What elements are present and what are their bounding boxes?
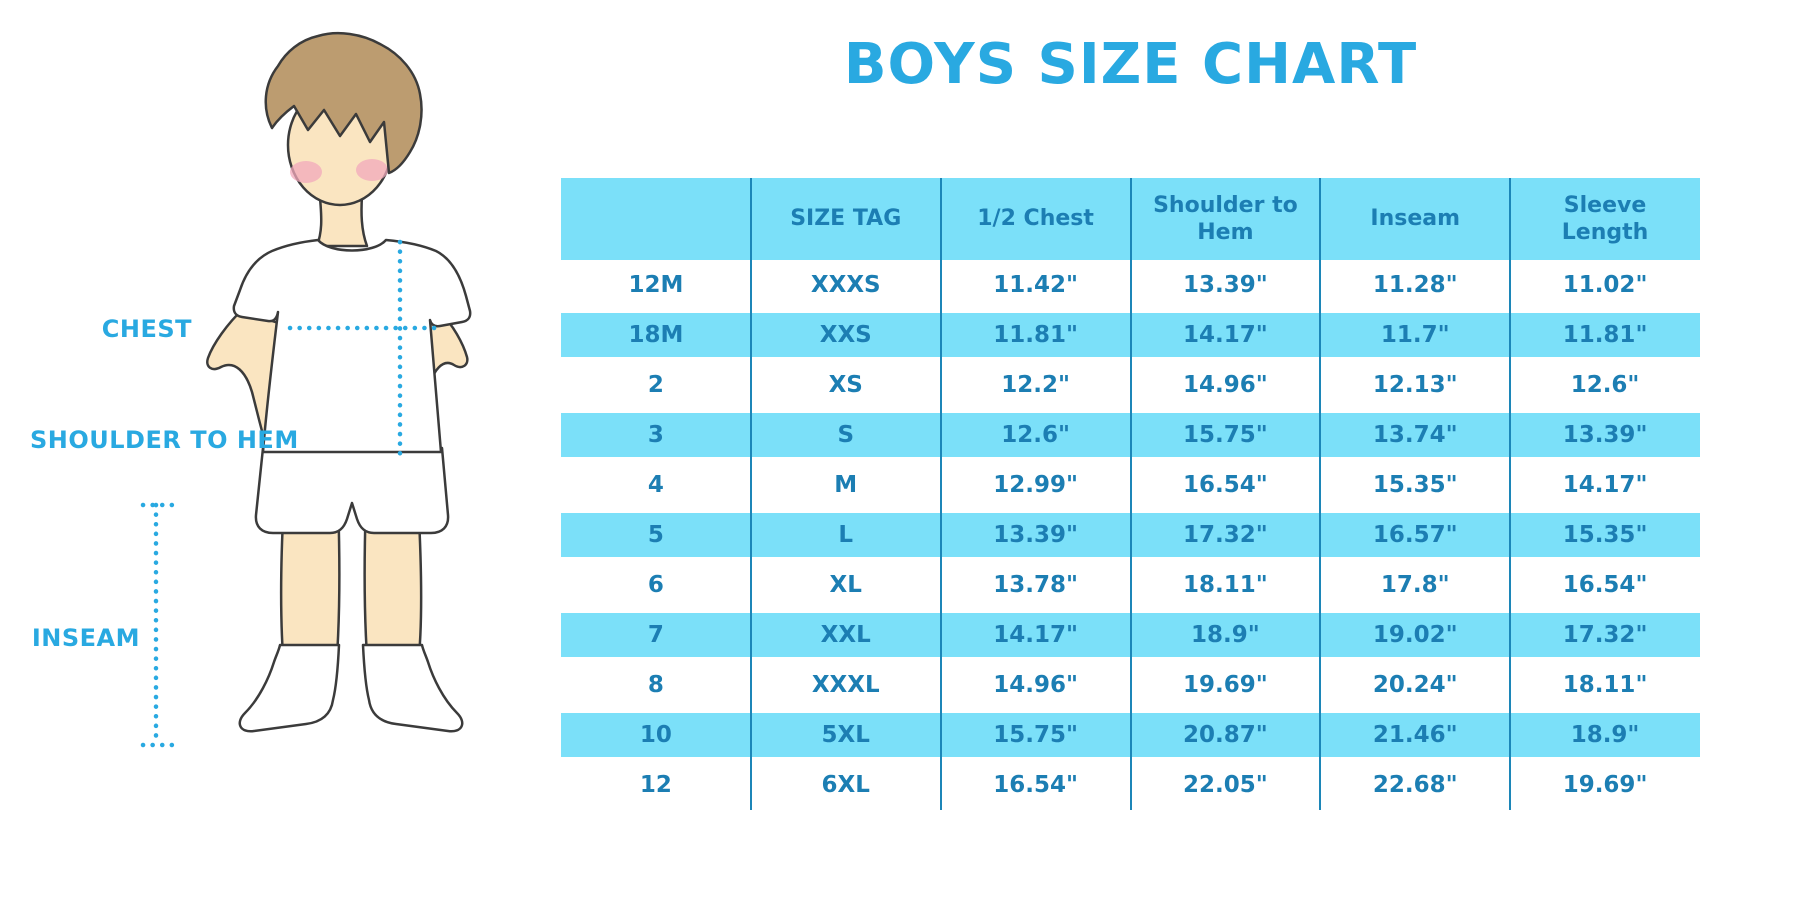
column-header — [561, 178, 751, 260]
boy-illustration: CHEST SHOULDER TO HEM INSEAM — [30, 31, 472, 748]
measurement-diagram: CHEST SHOULDER TO HEM INSEAM — [0, 0, 500, 900]
table-cell: 12.13" — [1372, 372, 1458, 398]
column-header: Shoulder to Hem — [1153, 192, 1298, 246]
table-cell: 4 — [647, 472, 664, 498]
table-cell: 22.05" — [1183, 772, 1268, 798]
table-cell: 19.02" — [1372, 622, 1458, 648]
table-row: 6 XL 13.78" 18.11" 17.8" 16.54" — [561, 560, 1700, 610]
table-cell: L — [838, 522, 854, 548]
boy-hair — [264, 31, 423, 175]
table-cell: 19.69" — [1562, 772, 1648, 798]
table-cell: 18.9" — [1191, 622, 1260, 648]
table-cell: 18.11" — [1183, 572, 1268, 598]
table-cell: XL — [829, 572, 862, 598]
table-row: 2 XS 12.2" 14.96" 12.13" 12.6" — [561, 360, 1700, 410]
table-cell: 12.6" — [1570, 372, 1640, 398]
table-cell: 13.39" — [993, 522, 1078, 548]
table-cell: 16.57" — [1372, 522, 1458, 548]
table-cell: 14.17" — [1183, 322, 1268, 348]
table-cell: 21.46" — [1372, 722, 1458, 748]
boy-shorts — [254, 446, 450, 535]
table-cell: 12.2" — [1001, 372, 1070, 398]
table-row: 12M XXXS 11.42" 13.39" 11.28" 11.02" — [561, 260, 1700, 310]
table-cell: 10 — [639, 722, 672, 748]
table-cell: 12 — [639, 772, 672, 798]
table-cell: 18.11" — [1562, 672, 1648, 698]
boy-left-sock — [238, 643, 341, 733]
table-cell: 13.74" — [1372, 422, 1458, 448]
table-cell: 17.8" — [1380, 572, 1450, 598]
table-cell: 7 — [647, 622, 664, 648]
column-header: SIZE TAG — [790, 206, 902, 232]
table-cell: 14.17" — [993, 622, 1078, 648]
table-cell: XXXS — [810, 272, 881, 298]
table-cell: 16.54" — [1562, 572, 1648, 598]
boy-neck — [315, 194, 369, 248]
table-cell: 11.7" — [1380, 322, 1450, 348]
page-title: BOYS SIZE CHART — [843, 32, 1418, 97]
table-row: 4 M 12.99" 16.54" 15.35" 14.17" — [561, 460, 1700, 510]
column-divider — [749, 178, 752, 810]
table-cell: 19.69" — [1183, 672, 1268, 698]
table-row: 8 XXXL 14.96" 19.69" 20.24" 18.11" — [561, 660, 1700, 710]
table-cell: 15.75" — [993, 722, 1078, 748]
table-cell: 13.39" — [1562, 422, 1648, 448]
table-cell: 12.6" — [1001, 422, 1070, 448]
table-cell: 14.17" — [1562, 472, 1648, 498]
table-cell: 6XL — [821, 772, 870, 798]
table-cell: 20.87" — [1183, 722, 1268, 748]
inseam-label: INSEAM — [32, 624, 140, 652]
table-cell: 15.75" — [1183, 422, 1268, 448]
table-cell: 17.32" — [1183, 522, 1268, 548]
table-cell: 2 — [647, 372, 664, 398]
column-divider — [939, 178, 942, 810]
table-cell: 11.81" — [993, 322, 1078, 348]
size-table: SIZE TAG 1/2 Chest Shoulder to Hem Inseam Sl… — [561, 178, 1700, 810]
table-row: 12 6XL 16.54" 22.05" 22.68" 19.69" — [561, 760, 1700, 810]
table-cell: XXL — [820, 622, 871, 648]
table-cell: 13.39" — [1183, 272, 1268, 298]
table-cell: M — [834, 472, 858, 498]
table-cell: 12M — [628, 272, 684, 298]
table-cell: 22.68" — [1372, 772, 1458, 798]
table-cell: 11.02" — [1562, 272, 1648, 298]
table-cell: 20.24" — [1372, 672, 1458, 698]
shoulder-to-hem-label: SHOULDER TO HEM — [30, 426, 299, 454]
table-cell: 15.35" — [1562, 522, 1648, 548]
table-cell: XXXL — [811, 672, 880, 698]
chest-label: CHEST — [102, 315, 192, 343]
table-cell: 11.81" — [1562, 322, 1648, 348]
table-cell: 11.28" — [1372, 272, 1458, 298]
table-cell: 11.42" — [993, 272, 1078, 298]
table-cell: 12.99" — [993, 472, 1078, 498]
table-cell: 3 — [647, 422, 664, 448]
column-divider — [1319, 178, 1322, 810]
table-cell: 15.35" — [1372, 472, 1458, 498]
boy-shirt — [232, 238, 472, 454]
table-cell: S — [837, 422, 855, 448]
column-header: Inseam — [1370, 206, 1461, 232]
boy-right-cheek-blush — [356, 159, 388, 181]
column-header: Sleeve Length — [1561, 192, 1649, 246]
column-divider — [1509, 178, 1512, 810]
column-header: 1/2 Chest — [977, 206, 1094, 232]
boy-right-sock — [361, 643, 464, 733]
table-cell: 16.54" — [993, 772, 1078, 798]
table-cell: 13.78" — [993, 572, 1078, 598]
inseam-measure-line — [140, 502, 176, 748]
table-cell: 6 — [647, 572, 664, 598]
table-cell: XS — [828, 372, 863, 398]
table-cell: 18.9" — [1570, 722, 1640, 748]
table-cell: 16.54" — [1183, 472, 1268, 498]
table-cell: 14.96" — [993, 672, 1078, 698]
table-cell: 8 — [647, 672, 664, 698]
table-cell: 5 — [647, 522, 664, 548]
column-divider — [1129, 178, 1132, 810]
boy-left-cheek-blush — [290, 161, 322, 183]
table-cell: 18M — [628, 322, 684, 348]
table-cell: XXS — [819, 322, 872, 348]
table-cell: 14.96" — [1183, 372, 1268, 398]
table-cell: 5XL — [821, 722, 870, 748]
table-cell: 17.32" — [1562, 622, 1648, 648]
